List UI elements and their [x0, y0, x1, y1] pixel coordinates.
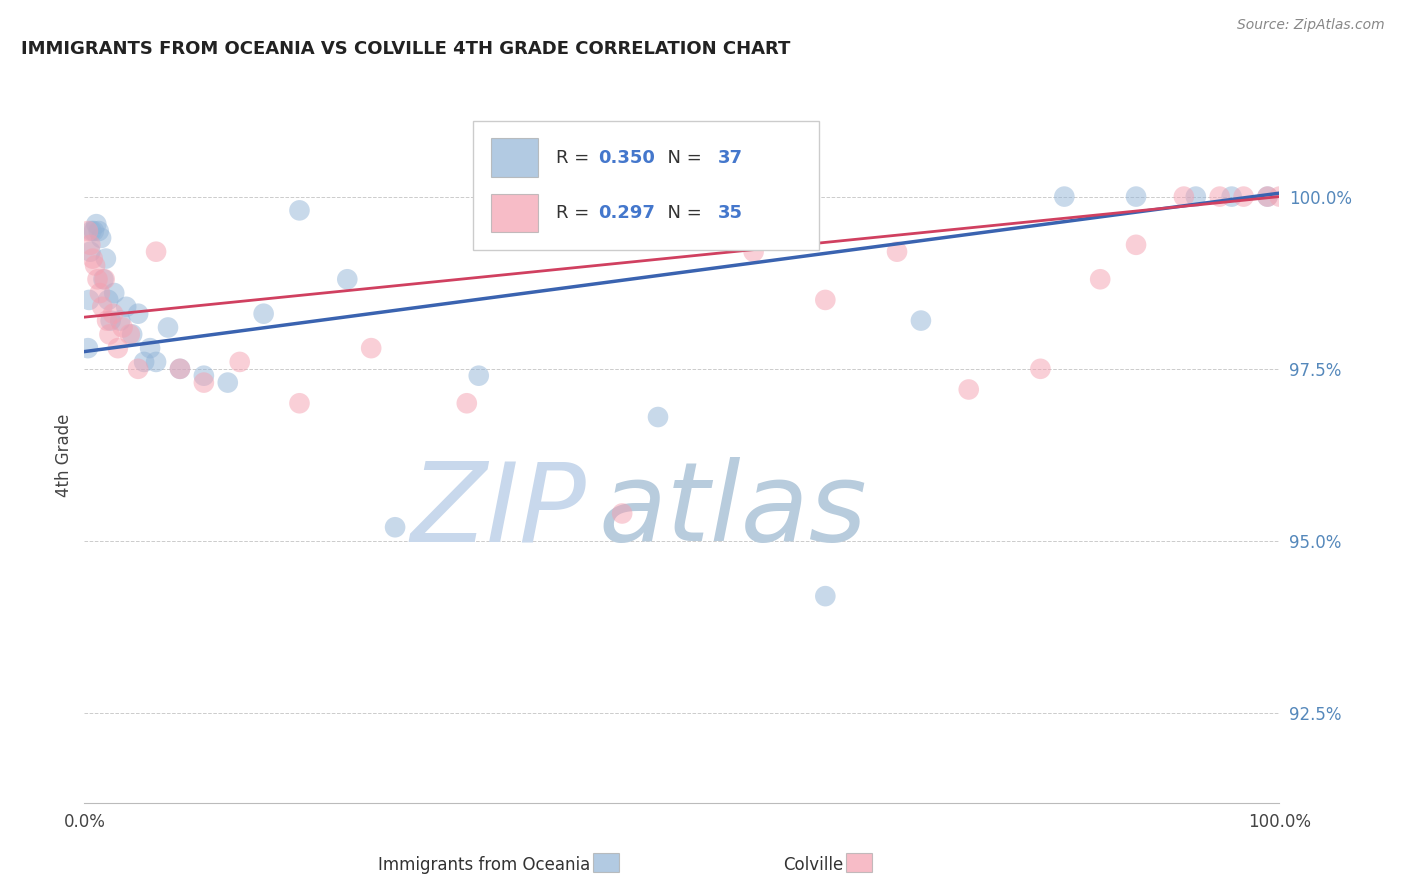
FancyBboxPatch shape: [491, 138, 538, 177]
Point: [91, 300, 114, 314]
Point: [456, 396, 478, 410]
Point: [157, 320, 180, 334]
Point: [910, 313, 932, 327]
Text: N =: N =: [655, 149, 707, 167]
Point: [82, 252, 104, 266]
Y-axis label: 4th Grade: 4th Grade: [55, 413, 73, 497]
Point: [957, 383, 980, 397]
Point: [111, 320, 134, 334]
Point: [1029, 361, 1052, 376]
Point: [103, 286, 125, 301]
Point: [468, 368, 491, 383]
Text: IMMIGRANTS FROM OCEANIA VS COLVILLE 4TH GRADE CORRELATION CHART: IMMIGRANTS FROM OCEANIA VS COLVILLE 4TH …: [21, 40, 790, 58]
Text: R =: R =: [557, 204, 595, 222]
Point: [83, 224, 105, 238]
Point: [100, 313, 122, 327]
Point: [77, 341, 100, 355]
Point: [145, 244, 167, 259]
Point: [94, 252, 117, 266]
Point: [1257, 189, 1279, 203]
Point: [1173, 189, 1195, 203]
Point: [97, 293, 120, 307]
Text: Immigrants from Oceania: Immigrants from Oceania: [378, 856, 591, 874]
Point: [107, 341, 129, 355]
Point: [127, 361, 149, 376]
Point: [612, 507, 634, 521]
Point: [336, 272, 359, 286]
Point: [288, 396, 311, 410]
Point: [169, 361, 191, 376]
Point: [229, 355, 252, 369]
Point: [1268, 189, 1291, 203]
Point: [110, 313, 132, 327]
Point: [96, 313, 118, 327]
Point: [93, 272, 115, 286]
Point: [101, 307, 124, 321]
Point: [1233, 189, 1256, 203]
Point: [647, 410, 669, 425]
Point: [384, 520, 406, 534]
Point: [145, 355, 167, 369]
Text: Colville: Colville: [783, 856, 844, 874]
Text: R =: R =: [557, 149, 595, 167]
Point: [288, 203, 311, 218]
Point: [814, 293, 837, 307]
Text: 37: 37: [718, 149, 742, 167]
Point: [1185, 189, 1208, 203]
Point: [115, 300, 138, 314]
Point: [1257, 189, 1279, 203]
Point: [84, 259, 107, 273]
Point: [86, 272, 108, 286]
Point: [90, 231, 112, 245]
Point: [121, 327, 143, 342]
Text: N =: N =: [655, 204, 707, 222]
Point: [77, 224, 100, 238]
Point: [814, 589, 837, 603]
Point: [139, 341, 162, 355]
Point: [79, 237, 101, 252]
Point: [193, 376, 215, 390]
Point: [77, 293, 100, 307]
Point: [169, 361, 191, 376]
Point: [886, 244, 908, 259]
Point: [80, 224, 103, 238]
Point: [93, 272, 115, 286]
Point: [193, 368, 215, 383]
Point: [360, 341, 382, 355]
Point: [127, 307, 149, 321]
Point: [87, 224, 110, 238]
Point: [98, 327, 121, 342]
Point: [1053, 189, 1076, 203]
Point: [217, 376, 239, 390]
Point: [1125, 237, 1147, 252]
Text: 35: 35: [718, 204, 742, 222]
Point: [1220, 189, 1243, 203]
Point: [89, 286, 111, 301]
Text: 0.297: 0.297: [599, 204, 655, 222]
Point: [132, 355, 156, 369]
FancyBboxPatch shape: [472, 121, 820, 250]
Point: [79, 244, 101, 259]
Point: [253, 307, 276, 321]
Point: [86, 217, 108, 231]
Point: [1090, 272, 1112, 286]
Text: atlas: atlas: [599, 457, 868, 564]
Point: [1209, 189, 1232, 203]
FancyBboxPatch shape: [491, 194, 538, 232]
Text: Source: ZipAtlas.com: Source: ZipAtlas.com: [1237, 18, 1385, 32]
Text: ZIP: ZIP: [411, 457, 586, 564]
Point: [742, 244, 765, 259]
Text: 0.350: 0.350: [599, 149, 655, 167]
Point: [1125, 189, 1147, 203]
Point: [118, 327, 141, 342]
